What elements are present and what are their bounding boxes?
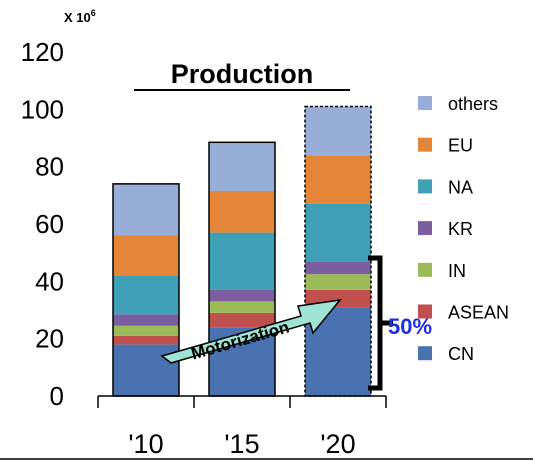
legend-label-na: NA [448, 177, 473, 197]
unit-label: X 106 [64, 8, 96, 25]
bar-segment-in [113, 325, 179, 336]
y-tick-label: 60 [35, 209, 64, 239]
bar-segment-kr [209, 289, 275, 302]
bar-segment-others [305, 106, 371, 156]
legend-label-asean: ASEAN [448, 303, 509, 323]
bar-segment-in [209, 301, 275, 313]
motorization-arrow-shape [160, 298, 342, 364]
bar-segment-in [305, 274, 371, 290]
legend-swatch-eu [418, 137, 432, 152]
bar-segment-others [209, 142, 275, 192]
legend-label-others: others [448, 94, 498, 114]
bar-segment-eu [305, 155, 371, 204]
y-tick-label: 40 [35, 266, 64, 296]
bar-segment-na [209, 232, 275, 290]
y-axis-ticks: 0 20 40 60 80 100 120 [21, 37, 64, 411]
y-tick-label: 20 [35, 324, 64, 354]
x-tick-label: '20 [320, 429, 355, 459]
legend-label-in: IN [448, 261, 466, 281]
share-bracket [368, 255, 393, 391]
bar-segment-others [113, 183, 179, 236]
x-tick-label: '15 [224, 429, 259, 459]
legend-swatch-cn [418, 346, 432, 361]
legend-swatch-na [418, 179, 432, 194]
legend-swatch-kr [418, 221, 432, 236]
bar-segment-na [113, 275, 179, 315]
x-tick-label: '10 [128, 429, 163, 459]
bar-segment-na [305, 203, 371, 262]
legend-label-kr: KR [448, 219, 473, 239]
legend: others EU NA KR IN ASEAN CN [418, 94, 509, 364]
y-tick-label: 80 [35, 152, 64, 182]
bar-segment-kr [113, 314, 179, 326]
unit-label-base: X 10 [64, 10, 91, 25]
x-axis [97, 395, 387, 408]
bar-outline [304, 105, 372, 397]
legend-label-cn: CN [448, 344, 474, 364]
bar-segment-eu [113, 235, 179, 276]
chart-title: Production [171, 59, 314, 89]
y-tick-label: 100 [21, 94, 64, 124]
legend-swatch-in [418, 262, 432, 277]
legend-swatch-asean [418, 304, 432, 319]
bar-segment-cn [113, 344, 179, 396]
bracket-line [368, 255, 393, 391]
legend-swatch-others [418, 96, 432, 110]
x-axis-labels: '10 '15 '20 [128, 429, 355, 459]
bar-segment-asean [113, 335, 179, 345]
y-tick-label: 120 [21, 37, 64, 67]
y-tick-label: 0 [50, 381, 64, 411]
bar-segment-eu [209, 191, 275, 233]
bars [112, 105, 372, 397]
bar-segment-kr [305, 261, 371, 275]
legend-label-eu: EU [448, 136, 473, 156]
bar-segment-asean [209, 312, 275, 328]
unit-label-exponent: 6 [91, 8, 96, 18]
